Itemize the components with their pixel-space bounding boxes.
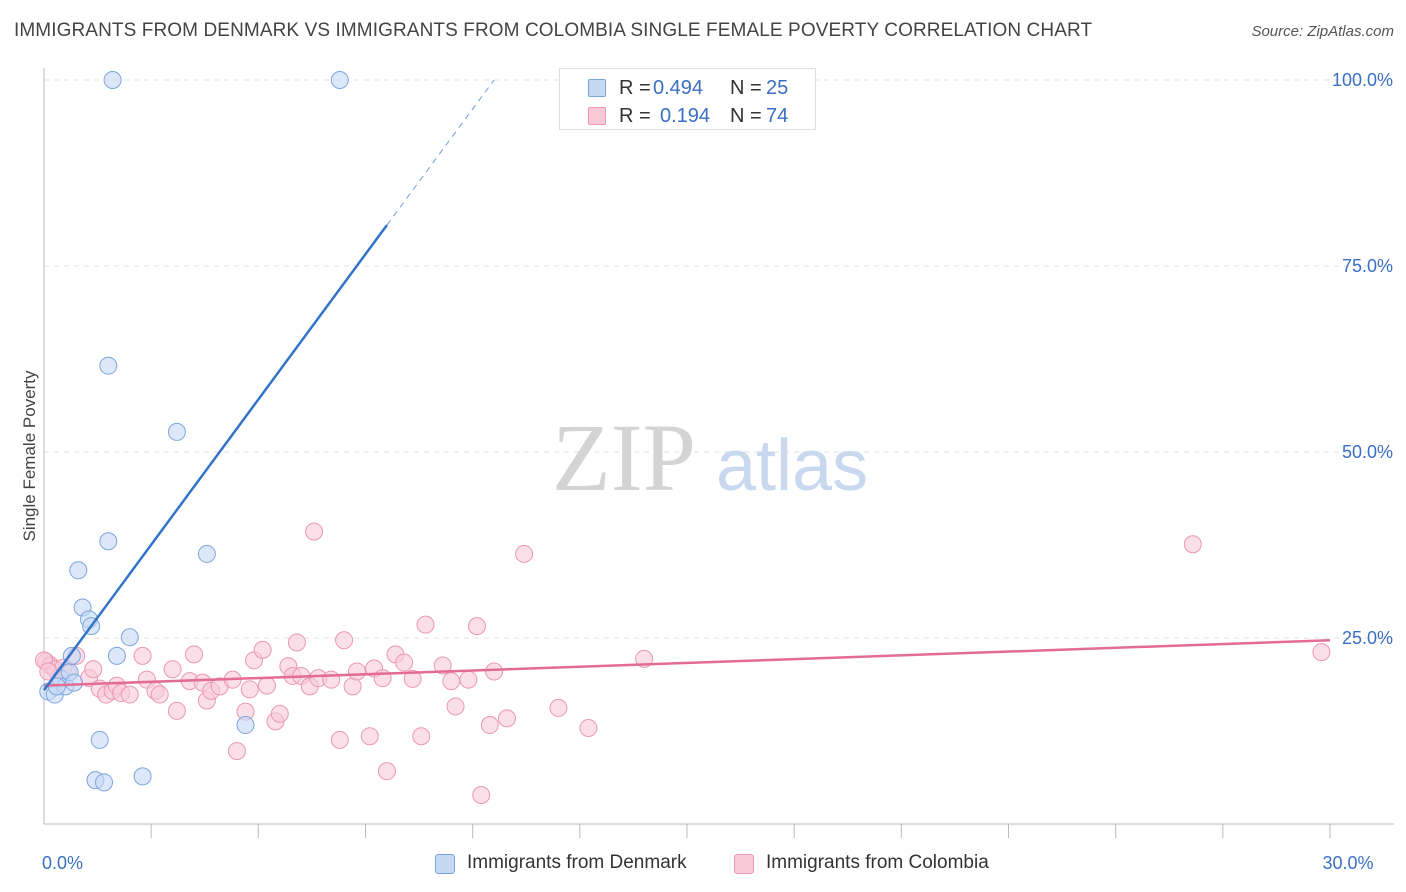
denmark-point — [99, 532, 118, 551]
denmark-swatch — [588, 79, 606, 97]
y-tick-label: 50.0% — [1342, 442, 1393, 462]
denmark-series — [39, 71, 349, 792]
y-tick-label: 25.0% — [1342, 628, 1393, 648]
chart-title: IMMIGRANTS FROM DENMARK VS IMMIGRANTS FR… — [14, 20, 1093, 41]
colombia-point — [403, 669, 422, 688]
colombia-point — [287, 633, 306, 652]
denmark-point — [133, 767, 152, 786]
colombia-point — [240, 680, 259, 699]
denmark-point — [120, 628, 139, 647]
denmark-point — [95, 773, 114, 792]
colombia-point — [459, 670, 478, 689]
colombia-point — [133, 646, 152, 665]
y-axis-label: Single Female Poverty — [20, 370, 39, 542]
colombia-point — [472, 785, 491, 804]
trend-lines — [42, 79, 1331, 691]
r-label: R = — [619, 77, 651, 99]
denmark-point — [197, 544, 216, 563]
colombia-point — [270, 704, 289, 723]
colombia-point — [433, 656, 452, 675]
colombia-point — [330, 730, 349, 749]
denmark-point — [65, 673, 84, 692]
colombia-point — [163, 660, 182, 679]
denmark-point — [330, 71, 349, 89]
colombia-r-value: 0.194 — [660, 105, 711, 127]
colombia-point — [343, 677, 362, 696]
source-label: Source: ZipAtlas.com — [1251, 23, 1394, 40]
denmark-point — [103, 71, 122, 89]
x-ticks — [150, 824, 1331, 838]
colombia-point — [485, 662, 504, 681]
colombia-point — [442, 672, 461, 691]
colombia-point — [412, 727, 431, 746]
watermark-atlas: atlas — [716, 426, 868, 506]
colombia-point — [253, 640, 272, 659]
colombia-point — [150, 685, 169, 704]
colombia-point — [167, 701, 186, 720]
denmark-point — [236, 716, 255, 735]
denmark-r-value: 0.494 — [653, 77, 704, 99]
denmark-point — [99, 356, 118, 375]
colombia-point — [360, 727, 379, 746]
colombia-point — [497, 709, 516, 728]
colombia-legend-swatch — [734, 854, 754, 874]
colombia-point — [335, 631, 354, 650]
colombia-point — [446, 697, 465, 716]
denmark-legend-swatch — [435, 854, 455, 874]
y-tick-label: 100.0% — [1332, 70, 1393, 90]
denmark-trend-extension — [386, 79, 495, 226]
colombia-point — [579, 719, 598, 738]
colombia-point — [84, 660, 103, 679]
stats-legend: R = 0.494 N = 25 R = 0.194 N = 74 — [559, 68, 816, 130]
colombia-point — [395, 653, 414, 672]
colombia-legend-label: Immigrants from Colombia — [766, 852, 989, 873]
colombia-point — [227, 742, 246, 761]
denmark-point — [90, 730, 109, 749]
denmark-n-value: 25 — [766, 77, 789, 99]
colombia-n-value: 74 — [766, 105, 789, 127]
colombia-point — [120, 685, 139, 704]
denmark-point — [69, 561, 88, 580]
x-tick-label: 30.0% — [1322, 853, 1373, 873]
colombia-point — [467, 617, 486, 636]
r-label: R = — [619, 105, 651, 127]
denmark-legend-label: Immigrants from Denmark — [467, 852, 687, 873]
colombia-point — [322, 670, 341, 689]
colombia-point — [347, 662, 366, 681]
colombia-point — [1183, 535, 1202, 554]
n-label: N = — [730, 77, 762, 99]
colombia-swatch — [588, 107, 606, 125]
y-tick-labels: 25.0% 50.0% 75.0% 100.0% — [1332, 70, 1393, 648]
denmark-trend-line — [42, 224, 388, 691]
colombia-trend-line — [43, 638, 1331, 687]
colombia-point — [549, 698, 568, 717]
colombia-point — [1312, 643, 1331, 662]
x-tick-label: 0.0% — [42, 853, 83, 873]
colombia-point — [515, 544, 534, 563]
x-tick-labels: 0.0% 30.0% — [42, 853, 1374, 873]
n-label: N = — [730, 105, 762, 127]
colombia-point — [480, 716, 499, 735]
colombia-point — [185, 645, 204, 664]
watermark: ZIP atlas — [552, 404, 868, 511]
colombia-point — [377, 762, 396, 781]
denmark-point — [167, 422, 186, 441]
colombia-point — [257, 676, 276, 695]
y-tick-label: 75.0% — [1342, 256, 1393, 276]
colombia-point — [305, 522, 324, 541]
grid-lines — [44, 79, 1394, 639]
watermark-zip: ZIP — [552, 404, 696, 511]
colombia-point — [416, 615, 435, 634]
denmark-point — [107, 646, 126, 665]
